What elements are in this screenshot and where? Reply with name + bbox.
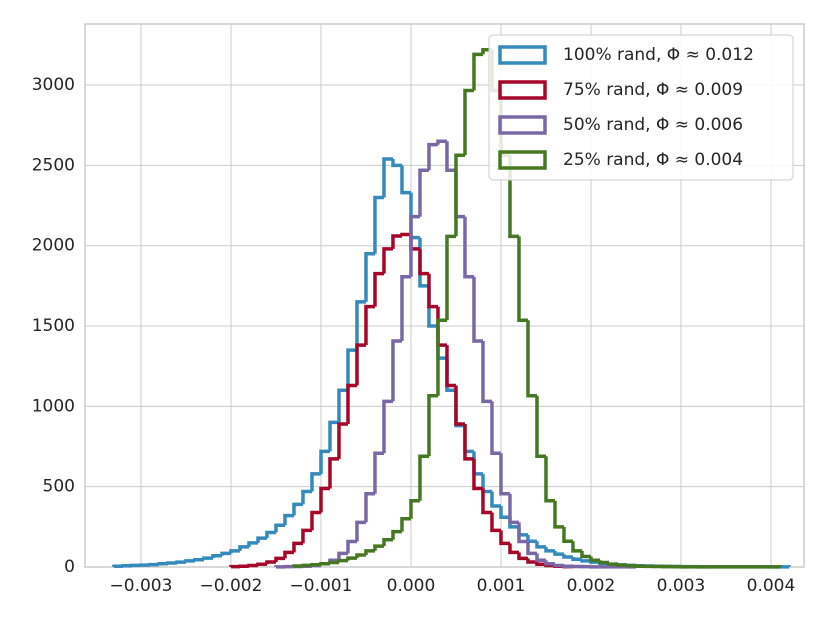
y-tick-label: 1500 [32,316,75,336]
histogram-step [330,563,339,564]
histogram-step [555,564,564,566]
histogram-step [204,558,213,560]
x-tick-label: −0.003 [110,576,173,596]
x-tick-label: 0.001 [477,576,526,596]
histogram-step [249,566,258,567]
legend-label: 25% rand, Φ ≈ 0.004 [563,150,743,170]
x-tick-label: −0.002 [200,576,263,596]
x-tick-label: −0.001 [290,576,353,596]
y-tick-label: 2500 [32,155,75,175]
legend-label: 75% rand, Φ ≈ 0.009 [563,80,743,100]
legend: 100% rand, Φ ≈ 0.012 75% rand, Φ ≈ 0.009 5… [489,35,793,180]
histogram-step [177,562,186,563]
y-tick-label: 500 [43,477,75,497]
y-tick-label: 2000 [32,236,75,256]
histogram-step [168,563,177,564]
x-tick-label: 0.002 [567,576,616,596]
histogram-step [627,565,636,566]
histogram-step [303,565,312,566]
histogram-step [114,566,123,567]
y-tick-label: 3000 [32,75,75,95]
histogram-step [159,564,168,565]
histogram-step [186,561,195,562]
y-tick-label: 0 [64,557,75,577]
legend-label: 100% rand, Φ ≈ 0.012 [563,45,754,65]
histogram-step [258,564,267,565]
histogram-step [564,566,573,567]
x-tick-label: 0.004 [747,576,796,596]
histogram-step [321,564,330,565]
legend-label: 50% rand, Φ ≈ 0.006 [563,115,743,135]
histogram-step [339,561,348,563]
histogram-step [618,564,627,565]
x-tick-label: 0.000 [387,576,436,596]
x-tick-label: 0.003 [657,576,706,596]
histogram-step [294,566,303,567]
histogram-step [312,565,321,566]
histogram-step [195,560,204,561]
histogram-step [609,563,618,565]
y-tick-label: 1000 [32,396,75,416]
